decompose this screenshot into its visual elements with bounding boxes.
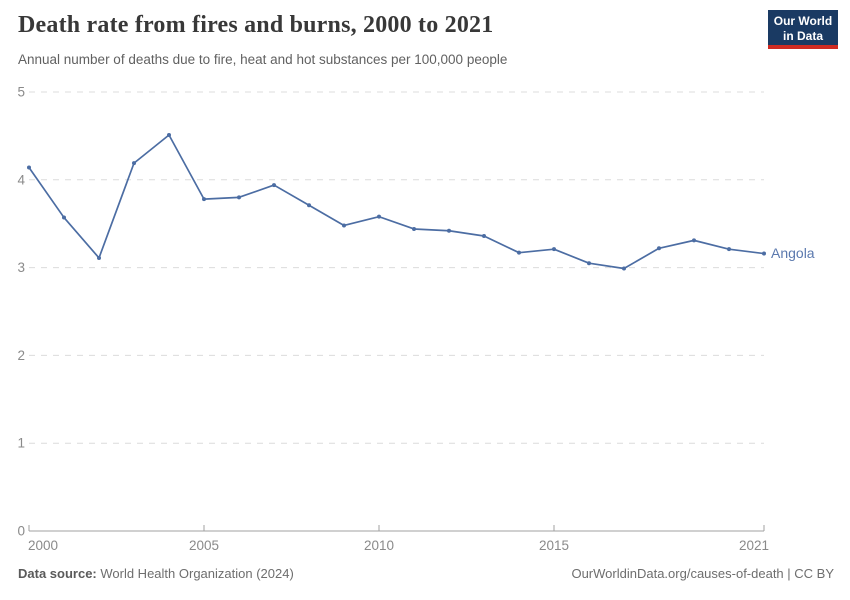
y-axis-label: 4 <box>17 172 25 187</box>
data-series-line <box>28 134 765 270</box>
data-point <box>27 165 31 170</box>
data-point <box>237 195 241 200</box>
y-axis-label: 1 <box>17 436 25 451</box>
data-point <box>727 247 731 252</box>
x-axis-label: 2000 <box>28 538 58 553</box>
data-point <box>482 233 486 238</box>
logo-line-2: in Data <box>782 29 823 43</box>
y-axis-label: 5 <box>17 85 25 100</box>
data-point <box>342 223 346 228</box>
owid-logo: Our World in Data <box>768 10 838 49</box>
data-point <box>447 228 451 233</box>
data-source-note: Data source: World Health Organization (… <box>18 566 294 581</box>
data-point <box>517 250 521 255</box>
data-source-text: World Health Organization (2024) <box>96 566 294 581</box>
x-axis-label: 2021 <box>739 538 769 553</box>
y-axis-label: 2 <box>17 348 25 363</box>
data-point <box>657 246 661 251</box>
data-source-label: Data source: <box>18 566 97 581</box>
logo-line-1: Our World <box>773 14 833 28</box>
data-point <box>587 261 591 266</box>
data-point <box>692 238 696 243</box>
data-point <box>762 251 766 256</box>
data-point <box>132 161 136 166</box>
data-point <box>622 266 626 271</box>
data-point <box>62 215 66 220</box>
data-point <box>307 203 311 208</box>
data-point <box>167 133 171 138</box>
x-axis-label: 2010 <box>364 538 394 553</box>
data-point <box>272 183 276 188</box>
x-axis-label: 2015 <box>539 538 569 553</box>
data-point <box>412 226 416 231</box>
data-point <box>552 247 556 252</box>
y-axis-label: 3 <box>17 260 25 275</box>
x-axis-label: 2005 <box>189 538 219 553</box>
data-point <box>202 197 206 202</box>
data-point <box>377 214 381 219</box>
credit-link[interactable]: OurWorldinData.org/causes-of-death | CC … <box>571 566 834 581</box>
chart-subtitle: Annual number of deaths due to fire, hea… <box>18 52 508 67</box>
y-axis-label: 0 <box>17 524 25 539</box>
data-point <box>97 255 101 260</box>
page-title: Death rate from fires and burns, 2000 to… <box>18 12 494 38</box>
series-end-label: Angola <box>771 245 815 261</box>
